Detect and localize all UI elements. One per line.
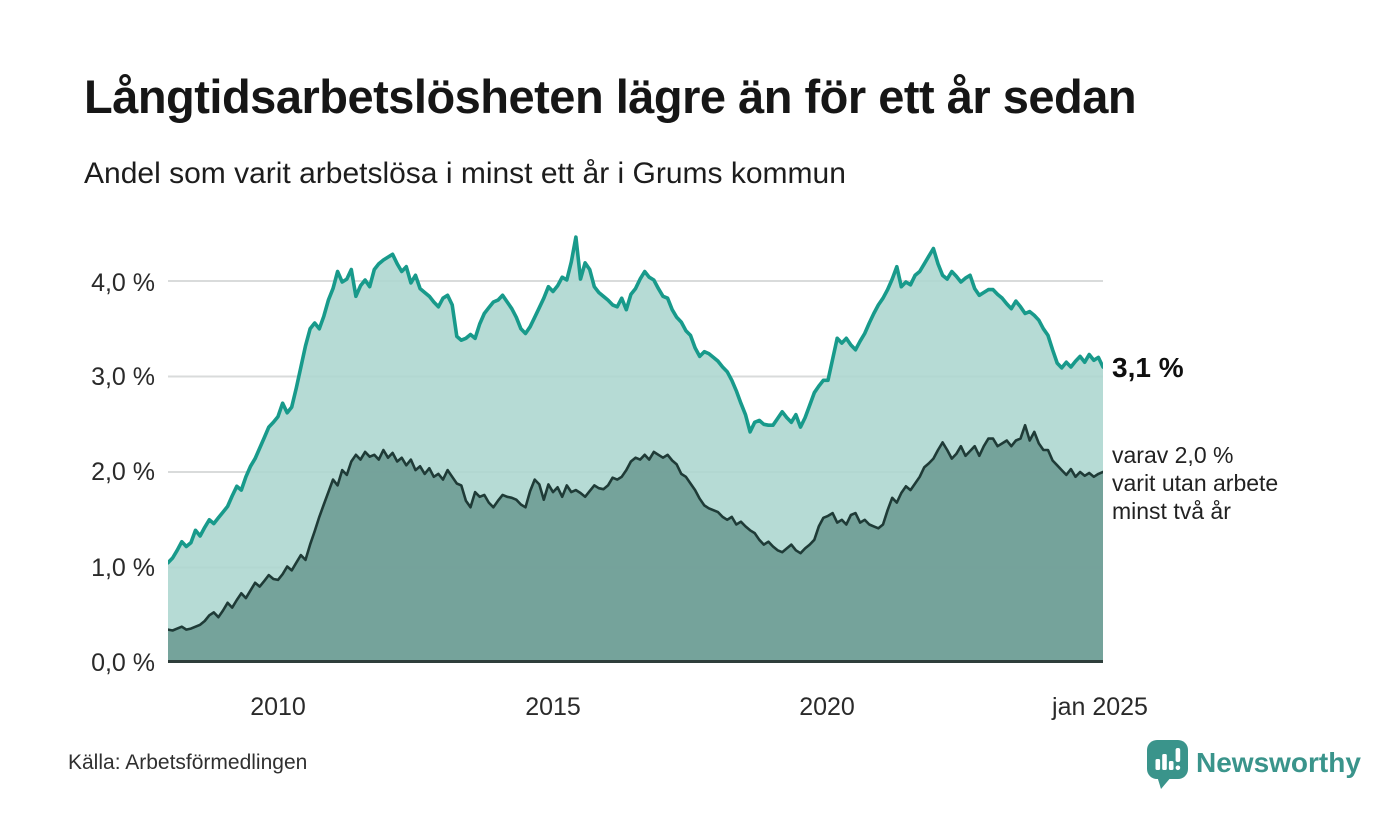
annotation-two-plus-line-1: varav 2,0 %: [1112, 442, 1234, 468]
annotation-latest-total: 3,1 %: [1112, 352, 1184, 383]
y-tick-label-2: 2,0 %: [91, 458, 155, 486]
y-tick-label-4: 4,0 %: [91, 269, 155, 297]
x-tick-label-2020: 2020: [799, 693, 855, 721]
bar-chart-icon: [1155, 759, 1161, 770]
chart-title: Långtidsarbetslösheten lägre än för ett …: [84, 70, 1137, 123]
newsworthy-wordmark: Newsworthy: [1196, 747, 1361, 778]
newsworthy-logo: Newsworthy: [1146, 738, 1376, 790]
y-tick-label-3: 3,0 %: [91, 363, 155, 391]
chart-subtitle: Andel som varit arbetslösa i minst ett å…: [84, 157, 846, 190]
annotation-two-plus-line-2: varit utan arbete: [1112, 470, 1279, 496]
y-tick-label-0: 0,0 %: [91, 649, 155, 677]
area-two-plus: [168, 425, 1103, 663]
y-tick-label-1: 1,0 %: [91, 554, 155, 582]
x-tick-label-2010: 2010: [250, 693, 306, 721]
source-note: Källa: Arbetsförmedlingen: [68, 751, 308, 774]
x-tick-label-2015: 2015: [525, 693, 581, 721]
newsworthy-logo-icon: [1147, 740, 1188, 789]
annotation-two-plus: varav 2,0 % varit utan arbete minst två …: [1112, 441, 1372, 525]
annotation-two-plus-line-3: minst två år: [1112, 498, 1231, 524]
line-two-plus: [168, 423, 1103, 632]
chart-svg: [168, 235, 1103, 663]
x-tick-label-jan-2025: jan 2025: [1052, 693, 1148, 721]
exclamation-icon: [1175, 748, 1181, 762]
line-total: [168, 235, 1103, 565]
